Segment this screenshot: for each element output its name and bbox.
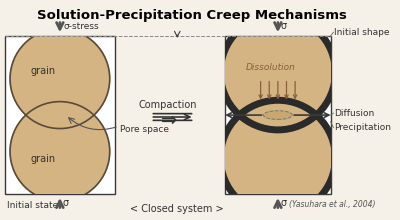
Text: Compaction: Compaction [138,99,197,110]
Text: σ: σ [63,198,69,208]
Text: Pore space: Pore space [120,125,169,134]
Text: grain: grain [30,154,55,164]
Text: grain: grain [30,66,55,76]
Text: σ: σ [281,21,287,31]
Circle shape [10,29,110,128]
Bar [5,36,115,194]
Text: σ: σ [281,198,287,208]
Circle shape [220,100,335,215]
Text: (Yasuhara et al., 2004): (Yasuhara et al., 2004) [289,200,376,209]
Text: $\Rightarrow$: $\Rightarrow$ [157,109,178,128]
Text: Initial shape: Initial shape [334,28,390,37]
Text: Precipitation: Precipitation [334,123,392,132]
Text: Solution-Precipitation Creep Mechanisms: Solution-Precipitation Creep Mechanisms [37,9,346,22]
Text: σ-stress: σ-stress [64,22,99,31]
Bar [225,36,330,194]
Ellipse shape [264,111,292,119]
Circle shape [10,102,110,201]
Text: < Closed system >: < Closed system > [130,204,224,214]
Text: Dissolution: Dissolution [245,63,295,72]
Text: Diffusion: Diffusion [334,109,375,118]
Text: Initial state: Initial state [7,201,58,210]
Circle shape [220,15,335,130]
